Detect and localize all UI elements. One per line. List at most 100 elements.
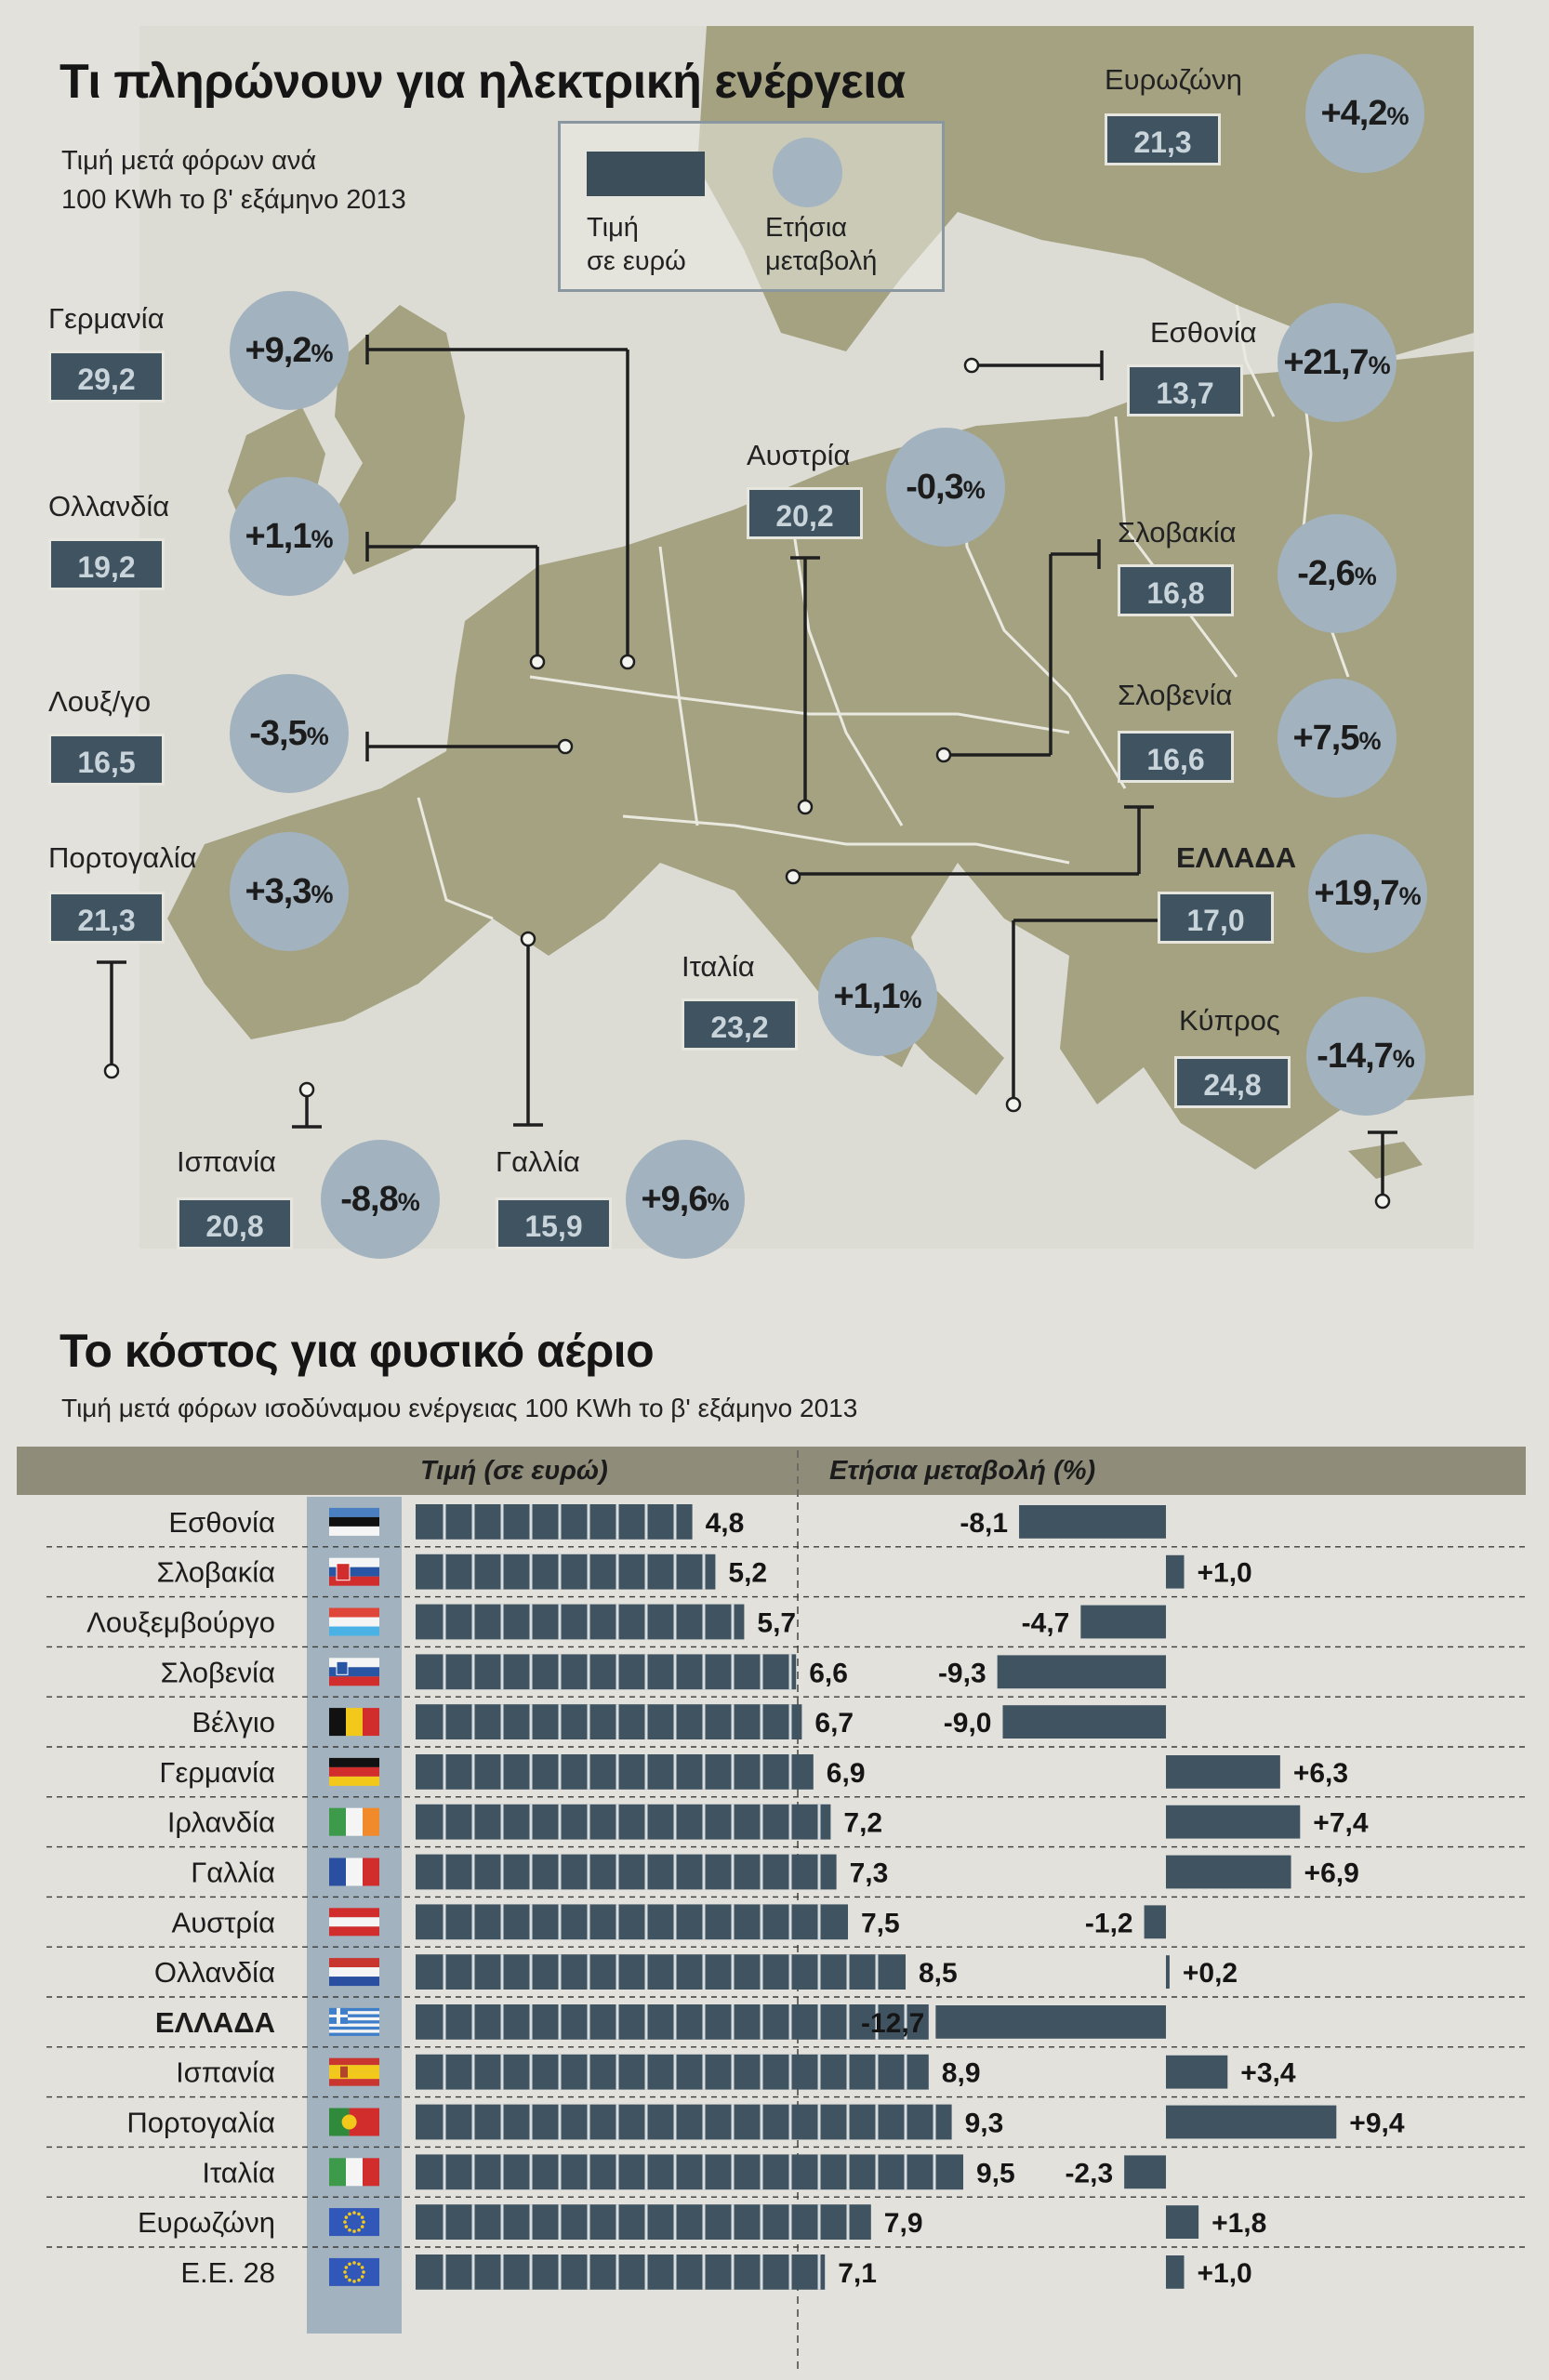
flag-star bbox=[362, 2270, 365, 2274]
change-bar bbox=[1166, 1855, 1291, 1889]
flag-stripe bbox=[329, 1926, 379, 1937]
change-value-label: -9,0 bbox=[944, 1708, 992, 1739]
change-value-label: -1,2 bbox=[1085, 1908, 1133, 1938]
country-name: Γαλλία bbox=[496, 1145, 580, 1178]
flag-star bbox=[343, 2270, 347, 2274]
flag-emblem bbox=[341, 2114, 357, 2130]
portugal-flag bbox=[329, 2108, 379, 2136]
gas-row: Ιταλία 9,5 -2,3 bbox=[46, 2146, 1525, 2190]
price-value-label: 7,2 bbox=[843, 1808, 882, 1839]
country-name: Ισπανία bbox=[177, 1145, 276, 1178]
flag-star bbox=[357, 2262, 361, 2267]
change-circle: +9,2% bbox=[230, 291, 349, 410]
price-value-label: 4,8 bbox=[706, 1508, 745, 1539]
price-box: 20,8 bbox=[177, 1197, 293, 1250]
gas-row: ΕΛΛΑΔΑ8,9-12,7 bbox=[46, 1996, 1525, 2040]
price-value-label: 7,5 bbox=[861, 1908, 900, 1938]
price-bar bbox=[416, 2154, 963, 2190]
gas-row: Ευρωζώνη 7,9 +1,8 bbox=[46, 2196, 1525, 2240]
legend-price-swatch bbox=[587, 152, 705, 196]
change-value-label: +7,4 bbox=[1313, 1808, 1369, 1839]
change-value-label: +9,4 bbox=[1349, 2109, 1405, 2139]
legend-change-label-2: μεταβολή bbox=[765, 246, 878, 276]
price-value-label: 6,9 bbox=[827, 1758, 866, 1789]
price-value-label: 6,7 bbox=[814, 1708, 854, 1739]
change-circle: +19,7% bbox=[1308, 834, 1427, 953]
change-circle: +1,1% bbox=[818, 937, 937, 1056]
gas-country-name: ΕΛΛΑΔΑ bbox=[155, 2006, 275, 2039]
gas-row: Ιρλανδία 7,2 +7,4 bbox=[46, 1796, 1525, 1840]
flag-stripe bbox=[329, 1807, 346, 1836]
country-name: Πορτογαλία bbox=[48, 841, 197, 874]
flag-stripe bbox=[329, 1757, 379, 1767]
price-bar bbox=[416, 1954, 906, 1990]
gas-price-header: Τιμή (σε ευρώ) bbox=[420, 1456, 608, 1486]
price-bar bbox=[416, 1754, 814, 1790]
flag-star bbox=[348, 2278, 351, 2282]
price-value-label: 7,3 bbox=[850, 1858, 889, 1889]
gas-row: Γερμανία 6,9 +6,3 bbox=[46, 1746, 1525, 1790]
flag-stripe bbox=[346, 1807, 363, 1836]
flag-stripe bbox=[329, 1667, 379, 1677]
price-box: 21,3 bbox=[48, 892, 165, 944]
luxembourg-flag bbox=[329, 1607, 379, 1636]
price-box: 15,9 bbox=[496, 1197, 612, 1250]
ireland-flag bbox=[329, 1807, 379, 1836]
flag-stripe bbox=[329, 2023, 379, 2027]
price-value-label: 8,5 bbox=[919, 1958, 958, 1989]
map-land-cyprus bbox=[1348, 1142, 1423, 1179]
gas-row: Ολλανδία 8,5 +0,2 bbox=[46, 1946, 1525, 1990]
gas-row: Γαλλία 7,3 +6,9 bbox=[46, 1845, 1525, 1890]
change-value-label: -2,3 bbox=[1065, 2158, 1113, 2188]
flag-stripe bbox=[329, 1626, 379, 1636]
eurozone-flag bbox=[329, 2208, 379, 2237]
change-bar bbox=[1166, 2055, 1228, 2089]
flag-stripe bbox=[329, 1658, 379, 1668]
flag-stripe bbox=[329, 1967, 379, 1977]
change-circle: +1,1% bbox=[230, 477, 349, 596]
map-leader-lines bbox=[97, 335, 1397, 1210]
price-value-label: 7,9 bbox=[884, 2208, 923, 2239]
change-circle: +4,2% bbox=[1305, 54, 1424, 173]
flag-star bbox=[344, 2225, 349, 2228]
country-name: Σλοβενία bbox=[1118, 679, 1233, 711]
change-circle: +21,7% bbox=[1278, 303, 1397, 422]
flag-star bbox=[348, 2262, 351, 2267]
price-bar bbox=[416, 2254, 826, 2290]
flag-stripe bbox=[329, 2016, 379, 2021]
eu-flag bbox=[329, 2257, 379, 2286]
country-name: Εσθονία bbox=[1150, 316, 1257, 349]
flag-stripe bbox=[329, 1516, 379, 1527]
change-circle: +3,3% bbox=[230, 832, 349, 951]
flag-star bbox=[362, 2220, 365, 2224]
change-circle: +9,6% bbox=[626, 1140, 745, 1259]
legend-price-label-1: Τιμή bbox=[587, 213, 639, 243]
price-bar bbox=[416, 2204, 871, 2240]
flag-stripe bbox=[329, 2026, 379, 2030]
italy-flag bbox=[329, 2158, 379, 2187]
flag-star bbox=[344, 2275, 349, 2279]
change-bar bbox=[997, 1655, 1166, 1689]
price-box: 21,3 bbox=[1105, 113, 1221, 165]
flag-stripe bbox=[329, 1557, 379, 1567]
gas-country-name: Εσθονία bbox=[168, 1506, 275, 1539]
price-value-label: 5,7 bbox=[757, 1608, 796, 1639]
flag-stripe bbox=[329, 1958, 379, 1968]
legend-change-label-1: Ετήσια bbox=[765, 213, 848, 243]
flag-star bbox=[352, 2280, 356, 2283]
gas-change-header: Ετήσια μεταβολή (%) bbox=[829, 1456, 1096, 1486]
flag-stripe bbox=[329, 2032, 379, 2036]
change-circle: +7,5% bbox=[1278, 679, 1397, 798]
price-bar bbox=[416, 1704, 802, 1739]
flag-star bbox=[357, 2228, 361, 2232]
country-name: Ευρωζώνη bbox=[1105, 63, 1243, 96]
flag-emblem bbox=[340, 2066, 348, 2078]
change-circle: -2,6% bbox=[1278, 514, 1397, 633]
flag-emblem bbox=[336, 1563, 351, 1581]
flag-stripe bbox=[329, 2158, 346, 2187]
legend-price-label-2: σε ευρώ bbox=[587, 246, 686, 276]
change-bar bbox=[1166, 2255, 1185, 2289]
flag-stripe bbox=[329, 1908, 379, 1918]
gas-country-name: Ευρωζώνη bbox=[138, 2206, 275, 2239]
